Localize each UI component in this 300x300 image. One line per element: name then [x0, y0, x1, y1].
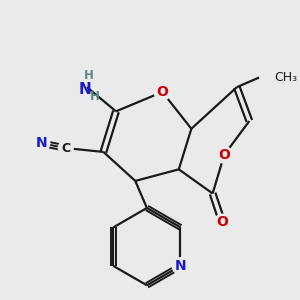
Circle shape: [172, 258, 189, 274]
Text: O: O: [156, 85, 168, 99]
Circle shape: [33, 135, 50, 152]
Text: N: N: [175, 259, 186, 273]
Text: O: O: [218, 148, 230, 162]
Text: CH₃: CH₃: [274, 71, 298, 84]
Circle shape: [214, 214, 230, 231]
Text: O: O: [216, 215, 228, 230]
Circle shape: [154, 84, 171, 100]
Text: N: N: [79, 82, 92, 97]
Circle shape: [58, 141, 73, 155]
Text: H: H: [84, 69, 94, 82]
Text: C: C: [61, 142, 70, 154]
Text: N: N: [36, 136, 47, 150]
Text: H: H: [90, 90, 100, 103]
Circle shape: [216, 147, 232, 163]
